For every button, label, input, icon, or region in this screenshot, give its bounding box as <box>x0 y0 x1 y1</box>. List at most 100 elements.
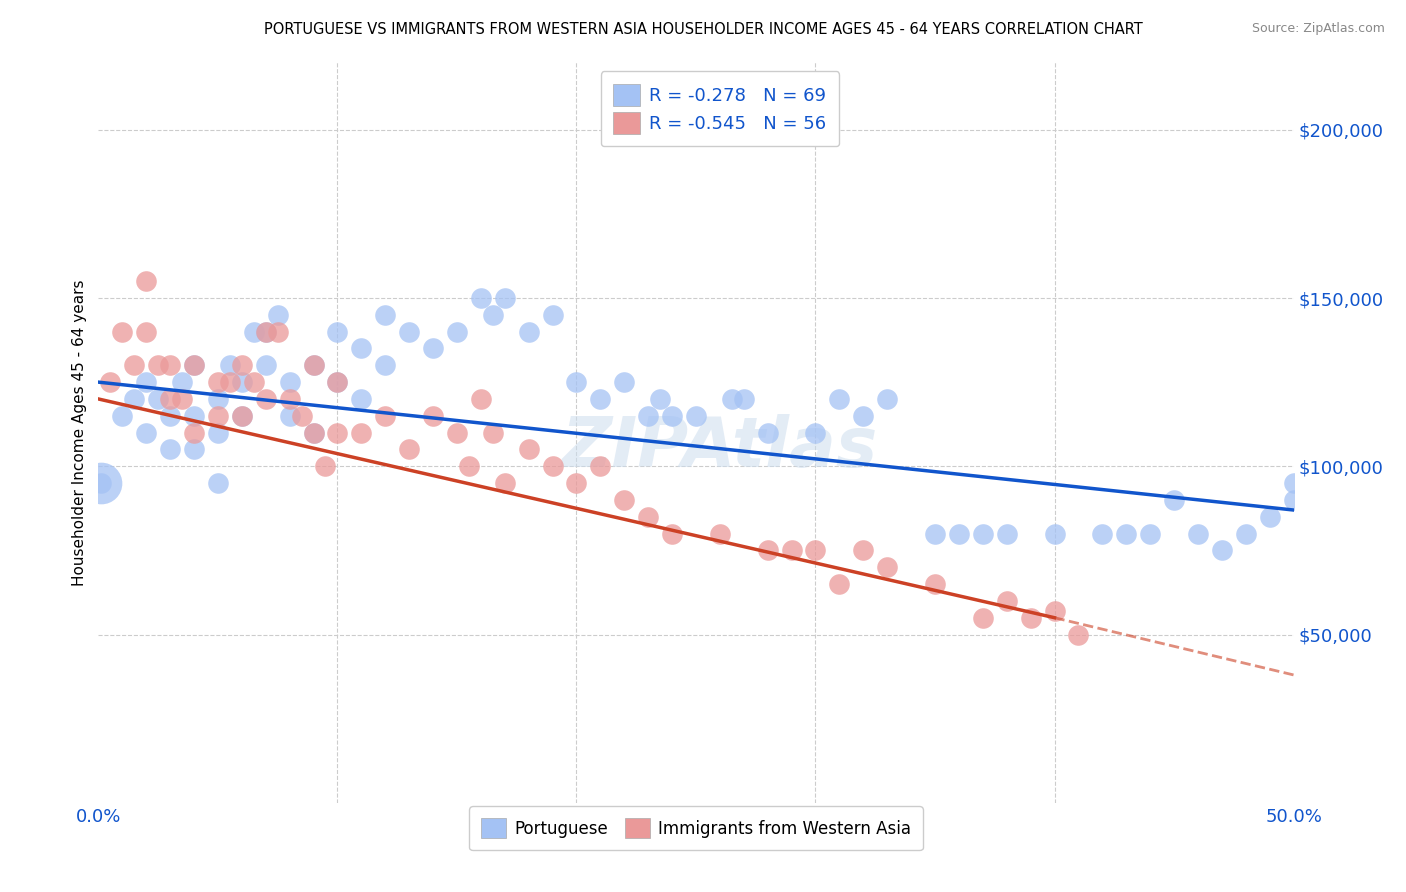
Point <box>1163 492 1185 507</box>
Text: Source: ZipAtlas.com: Source: ZipAtlas.com <box>1251 22 1385 36</box>
Point <box>231 409 253 423</box>
Point <box>148 392 170 406</box>
Point <box>661 526 683 541</box>
Point <box>1282 492 1305 507</box>
Point <box>374 308 396 322</box>
Point <box>278 409 301 423</box>
Point <box>876 560 898 574</box>
Point <box>183 409 205 423</box>
Point <box>685 409 707 423</box>
Point <box>302 359 325 373</box>
Point <box>481 425 505 440</box>
Y-axis label: Householder Income Ages 45 - 64 years: Householder Income Ages 45 - 64 years <box>72 279 87 586</box>
Point <box>828 392 851 406</box>
Point <box>207 476 229 491</box>
Point <box>1139 526 1161 541</box>
Point <box>254 392 277 406</box>
Point <box>326 425 349 440</box>
Point <box>481 308 505 322</box>
Point <box>98 375 122 389</box>
Point <box>565 476 588 491</box>
Point <box>159 392 181 406</box>
Point <box>398 325 420 339</box>
Point <box>219 359 242 373</box>
Point <box>422 342 444 356</box>
Point <box>721 392 744 406</box>
Point <box>183 442 205 457</box>
Legend: Portuguese, Immigrants from Western Asia: Portuguese, Immigrants from Western Asia <box>470 806 922 850</box>
Point <box>1187 526 1209 541</box>
Point <box>637 409 659 423</box>
Point <box>995 594 1018 608</box>
Point <box>231 359 253 373</box>
Point <box>422 409 444 423</box>
Point <box>1282 476 1305 491</box>
Point <box>267 325 290 339</box>
Point <box>219 375 242 389</box>
Point <box>446 425 468 440</box>
Point <box>243 375 266 389</box>
Text: ZIPAtlas: ZIPAtlas <box>562 414 877 481</box>
Point <box>458 459 481 474</box>
Point <box>637 509 659 524</box>
Point <box>207 425 229 440</box>
Point <box>1091 526 1114 541</box>
Point <box>172 375 194 389</box>
Point <box>756 425 779 440</box>
Point <box>207 392 229 406</box>
Point <box>852 543 875 558</box>
Point <box>1211 543 1233 558</box>
Point <box>278 375 301 389</box>
Point <box>350 342 373 356</box>
Point <box>924 526 946 541</box>
Point <box>90 476 112 491</box>
Point <box>948 526 970 541</box>
Point <box>243 325 266 339</box>
Point <box>135 325 157 339</box>
Point <box>780 543 803 558</box>
Point <box>924 577 946 591</box>
Point <box>148 359 170 373</box>
Point <box>326 325 349 339</box>
Point <box>876 392 898 406</box>
Point <box>135 375 157 389</box>
Point <box>291 409 314 423</box>
Point <box>326 375 349 389</box>
Point <box>804 425 827 440</box>
Point <box>302 359 325 373</box>
Point <box>995 526 1018 541</box>
Point <box>315 459 337 474</box>
Point <box>589 459 612 474</box>
Point <box>374 359 396 373</box>
Point <box>733 392 755 406</box>
Point <box>613 492 636 507</box>
Point <box>1234 526 1257 541</box>
Point <box>207 375 229 389</box>
Point <box>302 425 325 440</box>
Point <box>135 274 157 288</box>
Point <box>852 409 875 423</box>
Point <box>350 392 373 406</box>
Point <box>350 425 373 440</box>
Point <box>398 442 420 457</box>
Point <box>183 359 205 373</box>
Point <box>446 325 468 339</box>
Point <box>124 359 146 373</box>
Point <box>517 442 540 457</box>
Point <box>1115 526 1137 541</box>
Point <box>565 375 588 389</box>
Point <box>804 543 827 558</box>
Point <box>541 459 564 474</box>
Point <box>231 375 253 389</box>
Point <box>302 425 325 440</box>
Point <box>589 392 612 406</box>
Point <box>374 409 396 423</box>
Point <box>494 476 516 491</box>
Point <box>1019 610 1042 624</box>
Point <box>124 392 146 406</box>
Point <box>517 325 540 339</box>
Point <box>111 409 134 423</box>
Point <box>1258 509 1281 524</box>
Point <box>709 526 731 541</box>
Point <box>613 375 636 389</box>
